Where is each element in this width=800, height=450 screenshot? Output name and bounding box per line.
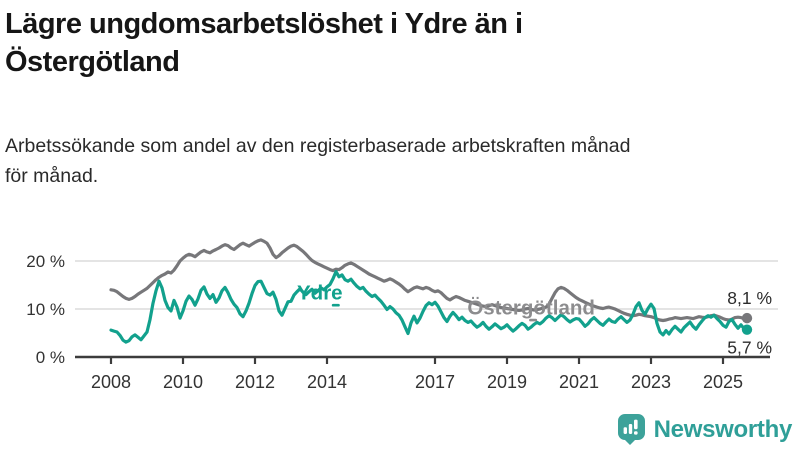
series-label-ostergotland: Östergötland bbox=[467, 296, 595, 319]
x-axis-label: 2023 bbox=[631, 372, 671, 392]
subtitle-line-1: Arbetssökande som andel av den registerb… bbox=[5, 135, 631, 157]
x-axis-label: 2019 bbox=[487, 372, 527, 392]
title-line-2: Östergötland bbox=[5, 46, 180, 78]
newsworthy-logo: Newsworthy bbox=[617, 414, 793, 445]
x-axis-label: 2008 bbox=[91, 372, 131, 392]
x-axis-label: 2025 bbox=[703, 372, 743, 392]
series-label-dash bbox=[331, 303, 340, 307]
end-value-label: 8,1 % bbox=[727, 288, 772, 308]
chart-subtitle: Arbetssökande som andel av den registerb… bbox=[5, 131, 795, 191]
title-line-1: Lägre ungdomsarbetslöshet i Ydre än i bbox=[5, 8, 523, 40]
subtitle-line-2: för månad. bbox=[5, 165, 99, 187]
exclamation-bar bbox=[633, 419, 638, 430]
x-axis-label: 2017 bbox=[415, 372, 455, 392]
y-axis-label: 20 % bbox=[26, 252, 65, 271]
series-line-ydre bbox=[109, 270, 749, 344]
series-label-ydre: Ydre bbox=[297, 281, 343, 304]
bar-short bbox=[623, 427, 627, 434]
end-dot-östergötland bbox=[741, 312, 753, 324]
y-axis-label: 10 % bbox=[26, 300, 65, 319]
bar-tall bbox=[628, 424, 632, 434]
end-value-label: 5,7 % bbox=[727, 338, 772, 358]
speech-bubble-bar-chart-icon bbox=[617, 414, 645, 445]
series-line-östergötland bbox=[109, 238, 749, 323]
end-dot-ydre bbox=[741, 324, 753, 335]
exclamation-dot bbox=[633, 431, 638, 435]
brand-name: Newsworthy bbox=[653, 415, 793, 443]
x-axis-label: 2010 bbox=[163, 372, 203, 392]
x-axis-label: 2021 bbox=[559, 372, 599, 392]
x-axis-label: 2014 bbox=[307, 372, 347, 392]
y-axis-label: 0 % bbox=[36, 348, 65, 367]
series-label-dash bbox=[529, 318, 538, 322]
x-axis-label: 2012 bbox=[235, 372, 275, 392]
page-title: Lägre ungdomsarbetslöshet i Ydre än i Ös… bbox=[5, 5, 795, 81]
